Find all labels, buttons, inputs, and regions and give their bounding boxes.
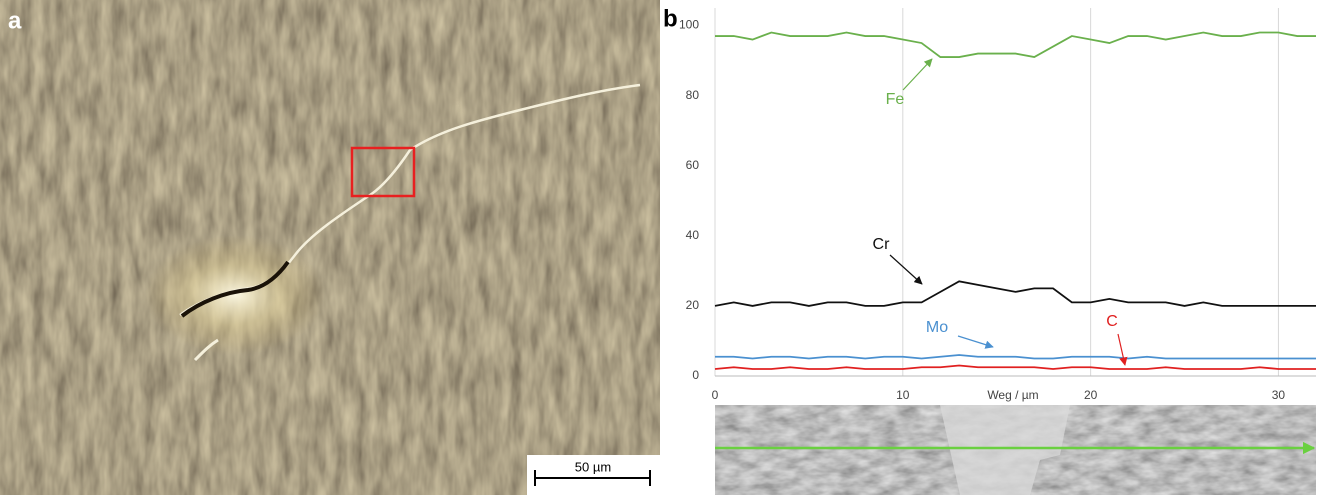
panel-label: a: [8, 7, 22, 34]
panel-label: b: [663, 5, 678, 32]
y-tick-label: 40: [686, 228, 700, 242]
data-line: [715, 354, 1316, 360]
y-tick-label: 100: [679, 18, 699, 32]
series-label: Mo: [926, 319, 948, 336]
x-tick-label: 30: [1272, 388, 1286, 402]
annotation-arrow: [902, 58, 933, 91]
data-line: [714, 280, 1316, 307]
scale-bar-label: 50 µm: [575, 459, 611, 474]
micrograph: [0, 0, 660, 495]
annotation-arrow: [1117, 333, 1128, 366]
series-label: Cr: [873, 236, 891, 253]
annotation-arrow: [957, 335, 994, 349]
y-tick-label: 20: [686, 298, 700, 312]
series-label: Fe: [886, 91, 905, 108]
sem-image: [715, 405, 1316, 495]
y-tick-label: 60: [686, 158, 700, 172]
x-tick-label: 20: [1084, 388, 1098, 402]
y-tick-label: 80: [686, 88, 700, 102]
annotation-arrow: [889, 254, 923, 285]
series-label: C: [1106, 313, 1118, 330]
x-axis-label: Weg / µm: [987, 388, 1038, 402]
x-tick-label: 0: [712, 388, 719, 402]
data-line: [715, 31, 1316, 59]
x-tick-label: 10: [896, 388, 910, 402]
y-tick-label: 0: [692, 368, 699, 382]
data-line: [714, 364, 1316, 370]
